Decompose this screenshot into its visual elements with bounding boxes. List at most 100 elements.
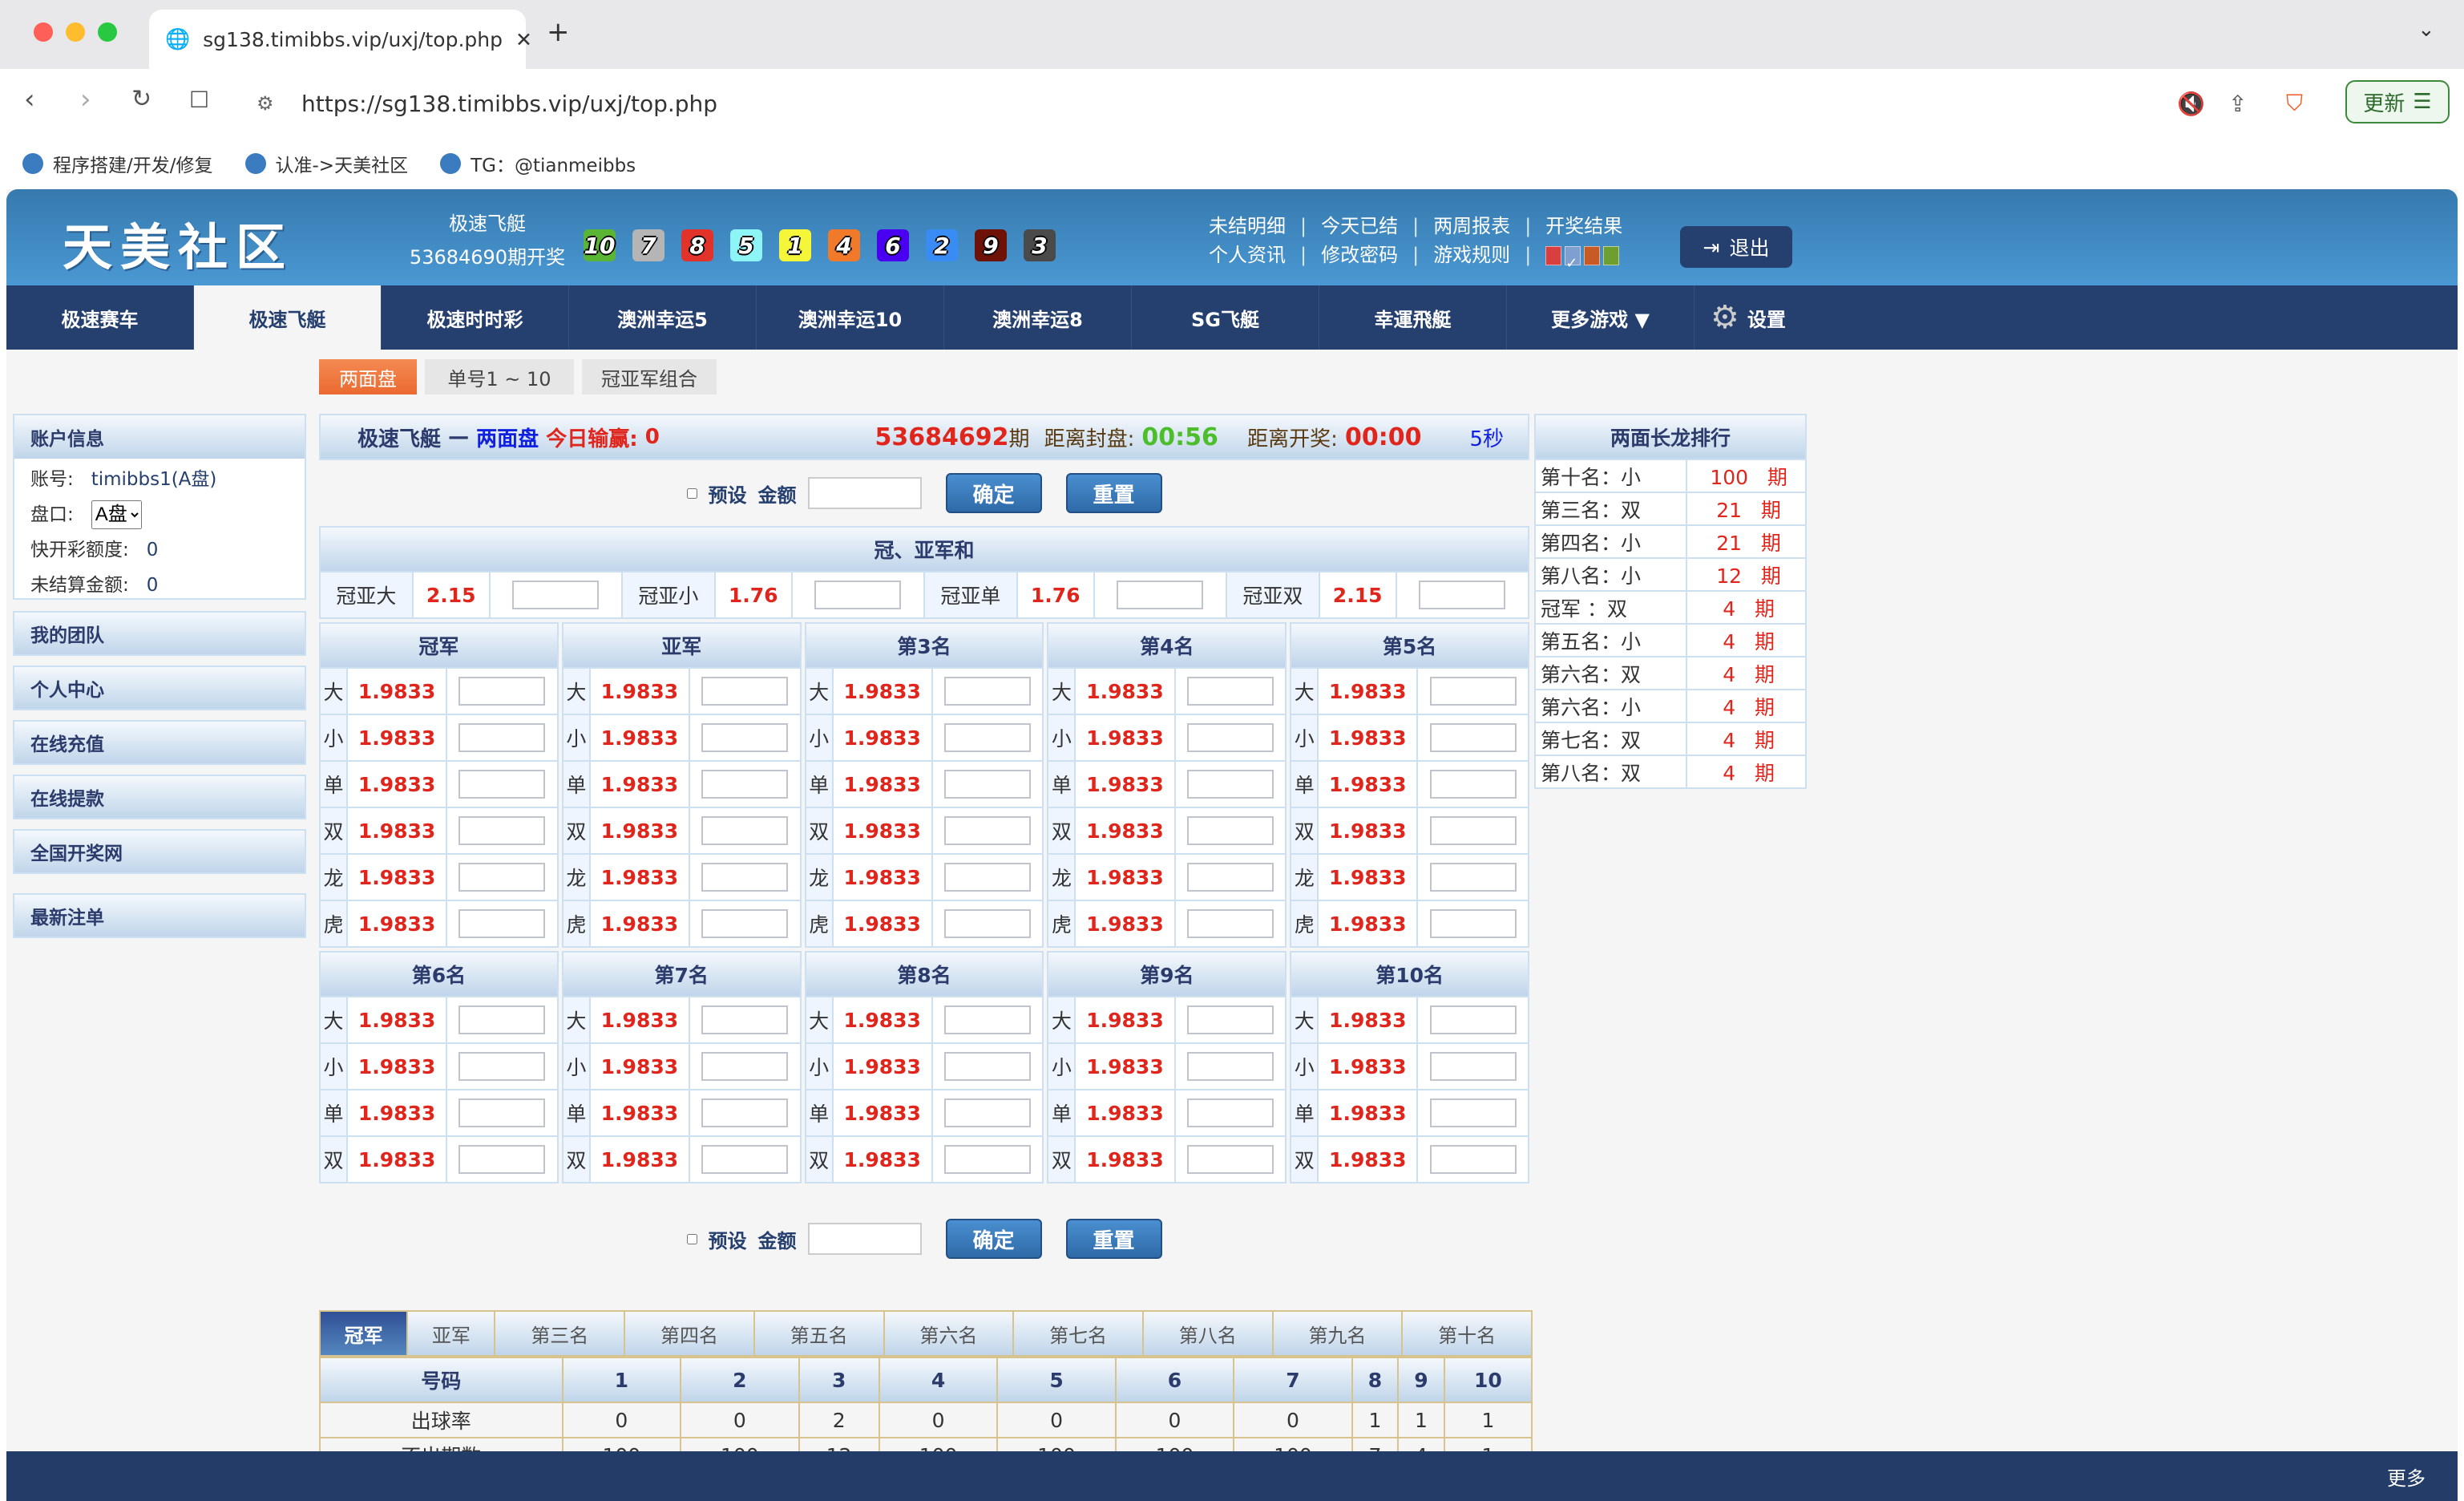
bet-input[interactable] — [1186, 723, 1274, 753]
pan-select[interactable]: A盘 — [91, 500, 142, 529]
minimize-window-button[interactable] — [66, 22, 85, 42]
close-window-button[interactable] — [34, 22, 53, 42]
header-link[interactable]: 开奖结果 — [1545, 215, 1623, 237]
bet-input[interactable] — [1429, 677, 1517, 706]
more-link[interactable]: 更多 — [2387, 1467, 2426, 1490]
share-icon[interactable]: ⇪ — [2228, 90, 2248, 117]
preset-checkbox[interactable] — [686, 488, 697, 499]
bet-input[interactable] — [944, 1098, 1032, 1128]
bet-input[interactable] — [458, 1145, 546, 1175]
bet-input[interactable] — [1186, 1098, 1274, 1128]
bet-input[interactable] — [1186, 770, 1274, 799]
sidebar-menu-item[interactable]: 在线充值 — [13, 720, 306, 765]
theme-swatch[interactable] — [1545, 246, 1562, 265]
browser-tab[interactable]: 🌐 sg138.timibbs.vip/uxj/top.php ✕ — [149, 10, 532, 69]
confirm-button[interactable]: 确定 — [945, 473, 1042, 513]
bet-input[interactable] — [701, 1098, 789, 1128]
bookmark-icon[interactable]: ☐ — [189, 87, 210, 113]
bet-input[interactable] — [701, 1005, 789, 1035]
bet-input[interactable] — [1429, 723, 1517, 753]
header-link[interactable]: 修改密码 — [1321, 244, 1399, 266]
bet-input[interactable] — [1429, 770, 1517, 799]
subtab[interactable]: 两面盘 — [319, 359, 417, 394]
stats-tab[interactable]: 第八名 — [1141, 1310, 1274, 1357]
stats-tab[interactable]: 第三名 — [494, 1310, 626, 1357]
bet-input[interactable] — [1429, 1052, 1517, 1082]
bet-input[interactable] — [944, 723, 1032, 753]
bet-input[interactable] — [512, 581, 600, 610]
nav-item[interactable]: 澳洲幸运5 — [569, 285, 757, 350]
bet-input[interactable] — [814, 581, 902, 610]
bet-input[interactable] — [458, 677, 546, 706]
bet-input[interactable] — [458, 816, 546, 846]
bet-input[interactable] — [1429, 863, 1517, 892]
bet-input[interactable] — [1429, 816, 1517, 846]
logout-button[interactable]: ⇥ 退出 — [1680, 226, 1792, 268]
header-link[interactable]: 未结明细 — [1209, 215, 1286, 237]
bet-input[interactable] — [1429, 1145, 1517, 1175]
reload-icon[interactable]: ↻ — [131, 85, 152, 113]
stats-tab[interactable]: 第九名 — [1271, 1310, 1404, 1357]
stats-tab[interactable]: 第五名 — [753, 1310, 885, 1357]
refresh-timer[interactable]: 5秒 — [1469, 427, 1504, 451]
bet-input[interactable] — [701, 1052, 789, 1082]
theme-swatch[interactable] — [1603, 246, 1620, 265]
bet-input[interactable] — [1186, 909, 1274, 939]
bet-input[interactable] — [1117, 581, 1204, 610]
bet-input[interactable] — [944, 677, 1032, 706]
header-link[interactable]: 个人资讯 — [1209, 244, 1286, 266]
reset-button[interactable]: 重置 — [1065, 1219, 1162, 1259]
mute-icon[interactable]: 🔇 — [2177, 90, 2205, 117]
address-bar[interactable]: ⚙ https://sg138.timibbs.vip/uxj/top.php … — [237, 79, 2337, 128]
bet-input[interactable] — [458, 1098, 546, 1128]
sidebar-menu-item[interactable]: 我的团队 — [13, 611, 306, 656]
back-icon[interactable]: ‹ — [24, 83, 35, 115]
header-link[interactable]: 游戏规则 — [1433, 244, 1511, 266]
nav-item[interactable]: SG飞艇 — [1132, 285, 1319, 350]
chevron-down-icon[interactable]: ⌄ — [2418, 18, 2435, 42]
sidebar-menu-item[interactable]: 最新注单 — [13, 893, 306, 938]
subtab[interactable]: 单号1 ~ 10 — [425, 359, 574, 394]
bet-input[interactable] — [1429, 909, 1517, 939]
bet-input[interactable] — [1186, 1145, 1274, 1175]
stats-tab[interactable]: 亚军 — [406, 1310, 496, 1357]
stats-tab[interactable]: 第六名 — [883, 1310, 1015, 1357]
bet-input[interactable] — [701, 863, 789, 892]
nav-item[interactable]: 极速赛车 — [6, 285, 194, 350]
bet-input[interactable] — [458, 1052, 546, 1082]
bet-input[interactable] — [701, 909, 789, 939]
stats-tab[interactable]: 第四名 — [624, 1310, 755, 1357]
bet-input[interactable] — [944, 816, 1032, 846]
bet-input[interactable] — [701, 816, 789, 846]
bookmark-item[interactable]: 认准->天美社区 — [244, 150, 408, 177]
site-settings-icon[interactable]: ⚙ — [256, 92, 274, 115]
sidebar-menu-item[interactable]: 个人中心 — [13, 666, 306, 710]
bet-input[interactable] — [944, 863, 1032, 892]
bet-input[interactable] — [701, 723, 789, 753]
settings-button[interactable]: ⚙ 设置 — [1695, 285, 1786, 350]
forward-icon[interactable]: › — [80, 83, 91, 115]
confirm-button[interactable]: 确定 — [945, 1219, 1042, 1259]
bet-input[interactable] — [1429, 1098, 1517, 1128]
maximize-window-button[interactable] — [98, 22, 117, 42]
nav-item[interactable]: 澳洲幸运10 — [757, 285, 944, 350]
bet-input[interactable] — [701, 1145, 789, 1175]
bet-input[interactable] — [1186, 1052, 1274, 1082]
stats-tab[interactable]: 冠军 — [318, 1310, 409, 1357]
brave-shield-icon[interactable]: ⛉ — [2286, 90, 2304, 116]
bet-input[interactable] — [944, 1145, 1032, 1175]
nav-item[interactable]: 澳洲幸运8 — [944, 285, 1132, 350]
bookmark-item[interactable]: TG：@tianmeibbs — [440, 150, 636, 177]
bet-input[interactable] — [458, 909, 546, 939]
bet-input[interactable] — [1419, 581, 1506, 610]
stats-tab[interactable]: 第十名 — [1401, 1310, 1533, 1357]
bet-input[interactable] — [458, 723, 546, 753]
amount-input[interactable] — [807, 477, 922, 509]
nav-item[interactable]: 幸運飛艇 — [1319, 285, 1507, 350]
nav-item[interactable]: 极速时时彩 — [382, 285, 569, 350]
bet-input[interactable] — [944, 770, 1032, 799]
header-link[interactable]: 两周报表 — [1433, 215, 1511, 237]
update-button[interactable]: 更新 ☰ — [2345, 80, 2450, 123]
bookmark-item[interactable]: 程序搭建/开发/修复 — [22, 150, 213, 177]
sidebar-menu-item[interactable]: 全国开奖网 — [13, 829, 306, 874]
